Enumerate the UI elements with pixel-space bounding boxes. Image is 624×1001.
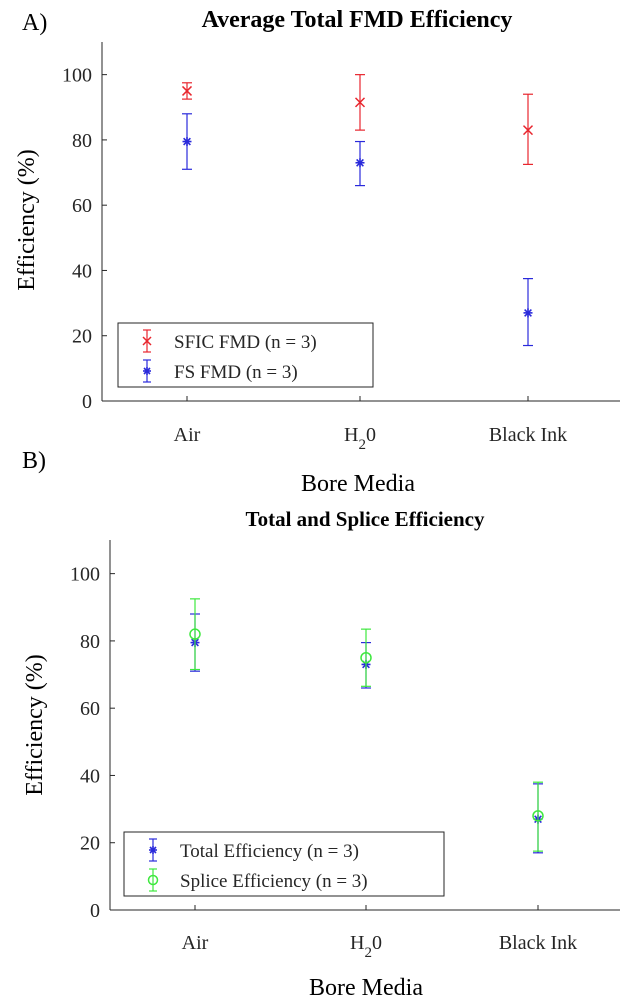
x-tick-label: H20 <box>344 424 376 453</box>
legend-label: FS FMD (n = 3) <box>174 362 298 383</box>
legend-marker-d2 <box>149 846 157 854</box>
y-tick-label: 40 <box>72 260 92 282</box>
y-tick-label: 60 <box>80 698 100 720</box>
data-point-b <box>522 125 534 136</box>
legend-label: Total Efficiency (n = 3) <box>180 841 359 862</box>
panel-a: A) Average Total FMD Efficiency Efficien… <box>14 7 620 497</box>
y-tick-label: 20 <box>80 833 100 855</box>
panel-b-axes: 0 20 40 60 80 100 <box>70 540 620 922</box>
y-tick-label: 100 <box>70 564 100 586</box>
x-tick-label-subscript: 2 <box>358 437 366 453</box>
x-tick-label-text: H <box>350 932 364 954</box>
legend-label: SFIC FMD (n = 3) <box>174 332 317 353</box>
x-tick-label-text: H <box>344 424 358 446</box>
x-tick-label: Air <box>182 932 209 954</box>
data-point-d2 <box>524 308 532 317</box>
legend-marker-b <box>142 336 152 346</box>
x-tick-label: H20 <box>350 932 382 961</box>
data-point-c <box>360 651 372 664</box>
data-point-b <box>354 97 366 108</box>
y-tick-label: 80 <box>80 631 100 653</box>
panel-a-axes: 0 20 40 60 80 100 <box>62 42 620 413</box>
panel-a-marks <box>181 74 534 347</box>
legend-label: Splice Efficiency (n = 3) <box>180 871 368 892</box>
panel-a-ylabel: Efficiency (%) <box>14 149 40 290</box>
panel-b-label: B) <box>22 448 46 474</box>
panel-b-x-categories: Air H20 Black Ink <box>182 932 577 961</box>
y-tick-label: 20 <box>72 326 92 348</box>
x-tick-label-subscript: 2 <box>364 945 372 961</box>
panel-b-marks <box>189 598 544 854</box>
panel-a-x-categories: Air H20 Black Ink <box>174 424 567 453</box>
y-tick-label: 60 <box>72 195 92 217</box>
y-tick-label: 80 <box>72 130 92 152</box>
y-tick-label: 40 <box>80 765 100 787</box>
data-point-d2 <box>356 158 364 167</box>
panel-b-xlabel: Bore Media <box>309 975 423 1001</box>
x-tick-label: Black Ink <box>489 424 567 446</box>
x-tick-label-text: Air <box>182 932 209 954</box>
data-point-d2 <box>183 137 191 146</box>
panel-a-label: A) <box>22 10 47 36</box>
x-tick-label: Air <box>174 424 201 446</box>
data-point-c <box>189 628 201 640</box>
x-tick-label-text: Black Ink <box>489 424 567 446</box>
panel-a-title: Average Total FMD Efficiency <box>202 7 513 33</box>
x-tick-label: Black Ink <box>499 932 577 954</box>
legend-box <box>117 322 374 388</box>
y-tick-label: 0 <box>82 391 92 413</box>
y-tick-label: 100 <box>62 65 92 87</box>
x-tick-label-tail: 0 <box>372 932 382 954</box>
panel-a-xlabel: Bore Media <box>301 471 415 497</box>
panel-b-title: Total and Splice Efficiency <box>246 507 485 531</box>
panel-b-legend: Total Efficiency (n = 3) Splice Efficienc… <box>123 831 445 897</box>
panel-b: B) Total and Splice Efficiency Efficienc… <box>22 448 620 1001</box>
legend-marker-d2 <box>143 367 151 375</box>
panel-b-ylabel: Efficiency (%) <box>22 654 48 795</box>
legend-box <box>123 831 445 897</box>
data-point-b <box>181 85 193 96</box>
data-point-c <box>532 810 544 822</box>
legend-marker-c <box>147 874 159 886</box>
x-tick-label-text: Air <box>174 424 201 446</box>
x-tick-label-tail: 0 <box>366 424 376 446</box>
y-tick-label: 0 <box>90 900 100 922</box>
panel-a-legend: SFIC FMD (n = 3) FS FMD (n = 3) <box>117 322 374 388</box>
x-tick-label-text: Black Ink <box>499 932 577 954</box>
